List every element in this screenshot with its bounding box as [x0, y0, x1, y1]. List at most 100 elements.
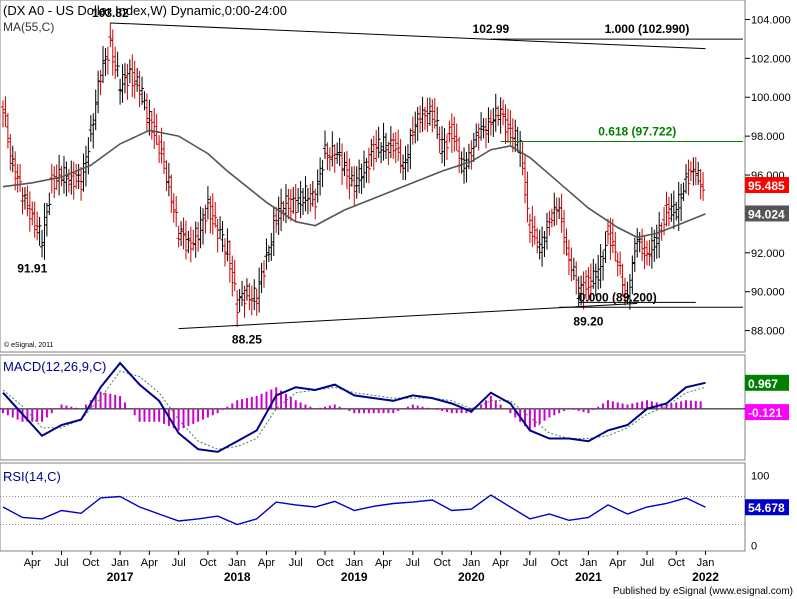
price-y-tick-label: 92.000 — [751, 248, 785, 260]
price-bar — [315, 169, 320, 203]
price-bar — [10, 145, 15, 173]
price-bar — [632, 237, 637, 272]
price-bar — [183, 220, 188, 260]
price-bar — [347, 158, 352, 200]
price-bar — [615, 252, 620, 277]
price-bar — [179, 221, 184, 247]
price-bar — [542, 231, 547, 257]
price-bar — [140, 76, 145, 105]
price-bar — [474, 123, 479, 147]
price-bar — [271, 206, 276, 256]
price-bar — [313, 188, 318, 220]
price-bar — [237, 288, 242, 313]
price-bar — [66, 168, 71, 193]
year-label: 2019 — [341, 570, 368, 584]
x-tick-label: Oct — [434, 557, 451, 569]
price-bar — [30, 201, 35, 226]
price-bar — [381, 122, 386, 161]
price-bar — [1, 100, 5, 128]
price-bar — [642, 234, 647, 270]
price-bar — [71, 161, 76, 200]
price-bar — [432, 97, 437, 129]
price-bar — [493, 93, 498, 132]
macd-value-badge-bg — [745, 374, 789, 391]
price-bar — [464, 151, 469, 183]
price-bar — [240, 280, 245, 307]
year-label: 2020 — [458, 570, 485, 584]
price-y-tick-label: 102.000 — [751, 53, 791, 65]
price-bar — [20, 187, 25, 215]
price-bar — [293, 183, 298, 222]
macd-line — [2, 361, 706, 453]
price-bar — [671, 190, 676, 230]
price-bar — [547, 210, 552, 236]
price-bar — [425, 97, 430, 132]
price-bar — [18, 163, 23, 192]
price-bar — [244, 278, 249, 301]
price-bar — [471, 132, 476, 162]
x-tick-label: Jan — [580, 557, 598, 569]
price-bar — [88, 115, 93, 142]
footer-credit: Published by eSignal (www.esignal.com) — [613, 586, 793, 597]
price-bar — [327, 147, 332, 172]
macd-signal-line — [2, 370, 706, 450]
price-bar — [171, 193, 176, 223]
price-bar — [335, 142, 340, 164]
price-bar — [383, 132, 388, 160]
price-bar — [449, 113, 454, 154]
x-tick-label: Apr — [258, 557, 275, 569]
price-bar — [257, 267, 262, 313]
price-bar — [552, 192, 557, 227]
price-bar — [647, 239, 652, 266]
price-bar — [115, 51, 120, 77]
price-bar — [652, 229, 657, 262]
price-bar — [398, 139, 403, 174]
price-bar — [501, 99, 506, 126]
price-bar — [423, 106, 428, 131]
rsi-title: RSI(14,C) — [3, 469, 61, 484]
price-bar — [535, 227, 540, 254]
price-bar — [310, 181, 315, 207]
price-bar — [483, 117, 488, 149]
rsi-value-badge-text: 54.678 — [748, 501, 785, 515]
price-bar — [225, 228, 230, 262]
price-bar — [169, 174, 174, 214]
price-bar — [701, 172, 706, 201]
price-bar — [203, 204, 208, 234]
price-bar — [5, 113, 10, 149]
price-bar — [527, 213, 532, 243]
price-annotation: 0.000 (89.200) — [579, 290, 657, 304]
price-bar — [83, 145, 88, 187]
price-bar — [57, 154, 62, 196]
price-bar — [305, 187, 310, 215]
price-bar — [591, 258, 596, 289]
price-bar — [32, 201, 37, 238]
price-bar — [401, 154, 406, 180]
price-bar — [447, 120, 452, 143]
price-bar — [696, 161, 701, 185]
price-bar — [127, 59, 132, 84]
macd-value-badge-text: 0.967 — [748, 377, 778, 391]
price-bar — [586, 267, 591, 301]
x-tick-label: Apr — [609, 557, 626, 569]
rsi-y-tick-label: 100 — [751, 471, 769, 483]
price-bar — [362, 150, 367, 188]
year-label: 2017 — [107, 570, 134, 584]
price-bar — [513, 119, 518, 152]
price-bar — [691, 157, 696, 186]
price-bar — [544, 212, 549, 250]
price-bar — [571, 257, 576, 281]
price-bar — [413, 111, 418, 144]
price-bar — [264, 238, 269, 270]
x-tick-label: Jul — [55, 557, 69, 569]
price-bar — [415, 106, 420, 142]
price-annotation: 102.99 — [473, 22, 510, 36]
price-bar — [40, 229, 45, 258]
price-bar — [15, 164, 20, 193]
price-bar — [440, 126, 445, 164]
x-tick-label: Oct — [668, 557, 685, 569]
year-label: 2022 — [692, 570, 719, 584]
price-bar — [242, 285, 247, 318]
year-label: 2018 — [224, 570, 251, 584]
price-bar — [252, 279, 257, 311]
